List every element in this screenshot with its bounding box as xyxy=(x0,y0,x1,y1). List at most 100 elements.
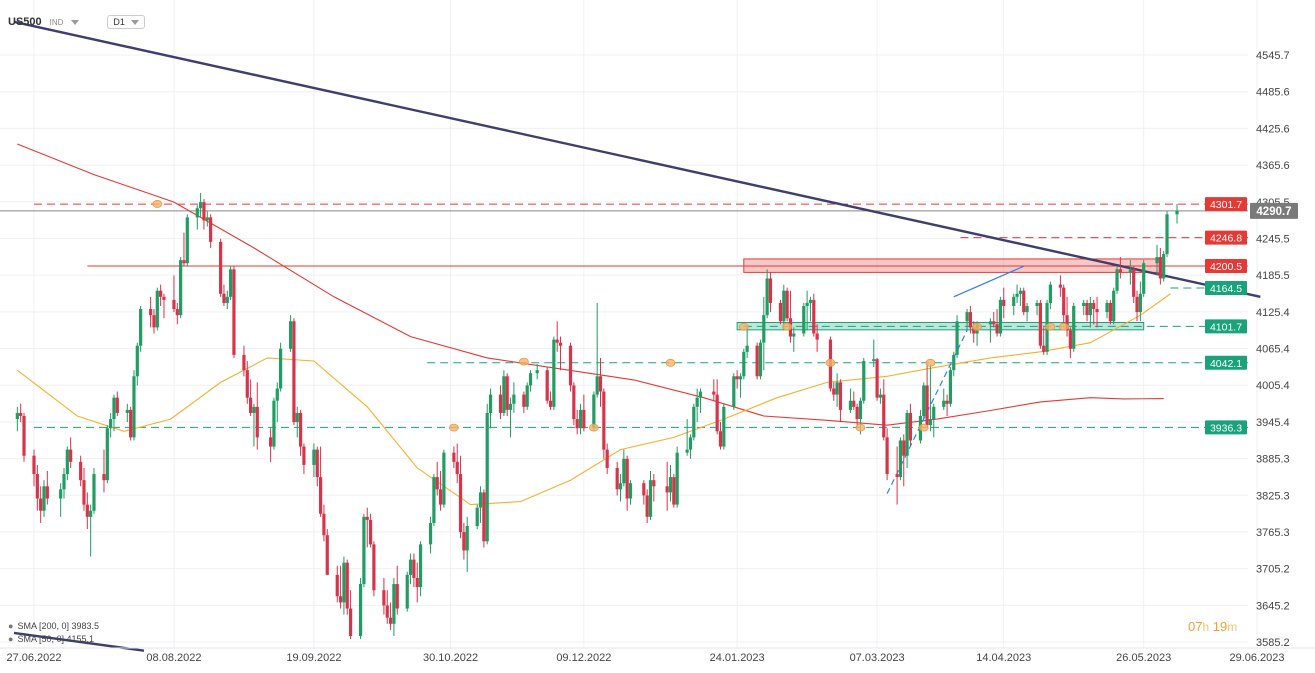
candle-body xyxy=(295,412,299,423)
candle-body xyxy=(32,455,36,475)
candle-body xyxy=(162,296,166,300)
candle-body xyxy=(388,617,393,624)
current-price-tag: 4290.7 xyxy=(1256,206,1291,218)
candle-body xyxy=(972,327,976,334)
candle-body xyxy=(922,385,926,417)
candle-body xyxy=(668,477,673,493)
candle-body xyxy=(42,486,46,511)
candle-body xyxy=(945,400,949,404)
candle-body xyxy=(1002,299,1006,306)
candle-body xyxy=(545,370,549,401)
candle-body xyxy=(1012,296,1016,306)
candle-body xyxy=(372,544,376,591)
legend-eye-icon[interactable]: ● xyxy=(8,634,14,644)
candle-body xyxy=(229,269,233,297)
candle-body xyxy=(778,302,783,322)
candle-body xyxy=(1015,293,1019,297)
x-tick-label: 27.06.2022 xyxy=(6,652,61,664)
candle-body xyxy=(955,321,959,355)
candle-body xyxy=(808,299,813,303)
candle-body xyxy=(1162,254,1166,279)
y-tick-label: 4365.6 xyxy=(1256,160,1290,172)
y-tick-label: 4185.5 xyxy=(1256,270,1290,282)
candle-body xyxy=(185,217,189,264)
candle-body xyxy=(35,474,39,499)
symbol-name[interactable]: US500 xyxy=(8,16,42,28)
x-tick-label: 07.03.2023 xyxy=(850,652,905,664)
candle-body xyxy=(385,605,389,618)
symbol-dropdown-icon[interactable] xyxy=(71,19,80,25)
candle-body xyxy=(362,516,366,585)
indicator-legend: ● SMA [200, 0] 3983.5 ● SMA [50, 0] 4155… xyxy=(8,620,99,646)
candle-body xyxy=(858,400,863,420)
timer-hours: 07 xyxy=(1188,619,1203,634)
candle-body xyxy=(345,562,349,609)
candle-body xyxy=(928,419,933,426)
pivot-marker xyxy=(738,322,749,331)
trendline xyxy=(13,20,1261,298)
candles xyxy=(15,192,1179,640)
level-tag-bg xyxy=(1205,280,1247,295)
candle-body xyxy=(735,376,739,380)
level-tag: 4101.7 xyxy=(1210,321,1242,333)
candle-body xyxy=(872,359,876,361)
moving-averages xyxy=(16,143,1171,506)
candle-body xyxy=(475,507,479,527)
pivot-marker xyxy=(782,322,793,331)
candle-body xyxy=(65,449,69,475)
candle-body xyxy=(179,260,183,316)
candle-body xyxy=(932,406,936,420)
candle-body xyxy=(812,299,816,334)
candle-body xyxy=(802,305,806,334)
candle-body xyxy=(312,449,316,465)
legend-sma200[interactable]: ● SMA [200, 0] 3983.5 xyxy=(8,620,99,633)
candle-body xyxy=(878,394,883,398)
candle-body xyxy=(292,321,296,423)
candle-body xyxy=(129,409,133,438)
candle-body xyxy=(219,241,223,294)
candle-body xyxy=(602,391,606,450)
candle-body xyxy=(115,397,119,413)
x-tick-label: 09.12.2022 xyxy=(556,652,611,664)
candle-body xyxy=(485,412,489,542)
legend-eye-icon[interactable]: ● xyxy=(8,621,14,631)
candle-body xyxy=(249,397,253,413)
candle-body xyxy=(578,409,583,429)
timeframe-dropdown-icon xyxy=(130,19,139,25)
candle-body xyxy=(1068,330,1072,349)
candle-body xyxy=(598,376,603,392)
candle-body xyxy=(758,342,763,377)
candle-body xyxy=(755,345,759,377)
symbol-type: IND xyxy=(49,17,64,27)
candle-body xyxy=(512,394,516,404)
candle-body xyxy=(195,208,199,218)
y-tick-label: 3765.3 xyxy=(1256,527,1290,539)
candle-body xyxy=(245,370,249,398)
candle-body xyxy=(625,458,629,499)
candle-body xyxy=(555,339,559,343)
candle-body xyxy=(1095,309,1099,313)
candle-body xyxy=(269,437,273,447)
candle-body xyxy=(222,293,226,303)
x-tick-label: 14.04.2023 xyxy=(976,652,1031,664)
candle-body xyxy=(618,483,623,490)
candle-body xyxy=(458,474,463,533)
candle-body xyxy=(745,345,749,352)
candle-body xyxy=(288,321,293,349)
y-tick-label: 4125.4 xyxy=(1256,307,1290,319)
candle-body xyxy=(1138,293,1142,313)
legend-sma50[interactable]: ● SMA [50, 0] 4155.1 xyxy=(8,633,99,646)
x-tick-label: 29.06.2023 xyxy=(1229,652,1284,664)
candle-body xyxy=(338,596,343,603)
candle-body xyxy=(785,290,789,319)
timeframe-select[interactable]: D1 xyxy=(107,15,145,29)
candle-body xyxy=(882,394,886,438)
candle-body xyxy=(1022,290,1026,313)
candle-body xyxy=(688,437,693,450)
candle-body xyxy=(278,348,283,389)
timer-hours-unit: h xyxy=(1202,620,1210,634)
x-tick-label: 19.09.2022 xyxy=(286,652,341,664)
candle-body xyxy=(418,544,423,588)
